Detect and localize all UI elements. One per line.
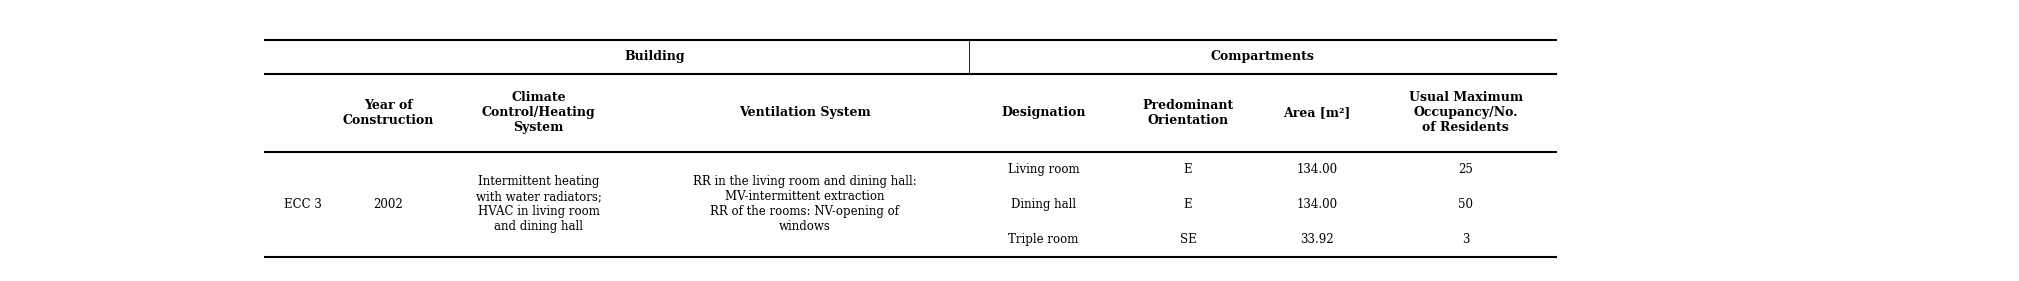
Text: Ventilation System: Ventilation System (739, 106, 870, 119)
Text: Designation: Designation (1001, 106, 1086, 119)
Text: 134.00: 134.00 (1296, 163, 1339, 176)
Text: Area [m²]: Area [m²] (1284, 106, 1351, 119)
Text: 134.00: 134.00 (1296, 198, 1339, 211)
Text: Climate
Control/Heating
System: Climate Control/Heating System (483, 91, 596, 134)
Text: Usual Maximum
Occupancy/No.
of Residents: Usual Maximum Occupancy/No. of Residents (1409, 91, 1522, 134)
Text: Dining hall: Dining hall (1012, 198, 1076, 211)
Text: Year of
Construction: Year of Construction (343, 99, 434, 127)
Text: 2002: 2002 (374, 198, 404, 211)
Text: RR in the living room and dining hall:
MV-intermittent extraction
RR of the room: RR in the living room and dining hall: M… (693, 175, 917, 233)
Text: ECC 3: ECC 3 (283, 198, 321, 211)
Text: 33.92: 33.92 (1300, 233, 1335, 246)
Text: Building: Building (624, 51, 684, 64)
Text: 25: 25 (1458, 163, 1474, 176)
Text: Triple room: Triple room (1007, 233, 1078, 246)
Text: Intermittent heating
with water radiators;
HVAC in living room
and dining hall: Intermittent heating with water radiator… (476, 175, 602, 233)
Text: Predominant
Orientation: Predominant Orientation (1143, 99, 1234, 127)
Text: Living room: Living room (1007, 163, 1080, 176)
Text: 50: 50 (1458, 198, 1474, 211)
Text: 3: 3 (1462, 233, 1470, 246)
Text: E: E (1183, 163, 1193, 176)
Text: SE: SE (1179, 233, 1197, 246)
Text: Compartments: Compartments (1211, 51, 1314, 64)
Text: E: E (1183, 198, 1193, 211)
